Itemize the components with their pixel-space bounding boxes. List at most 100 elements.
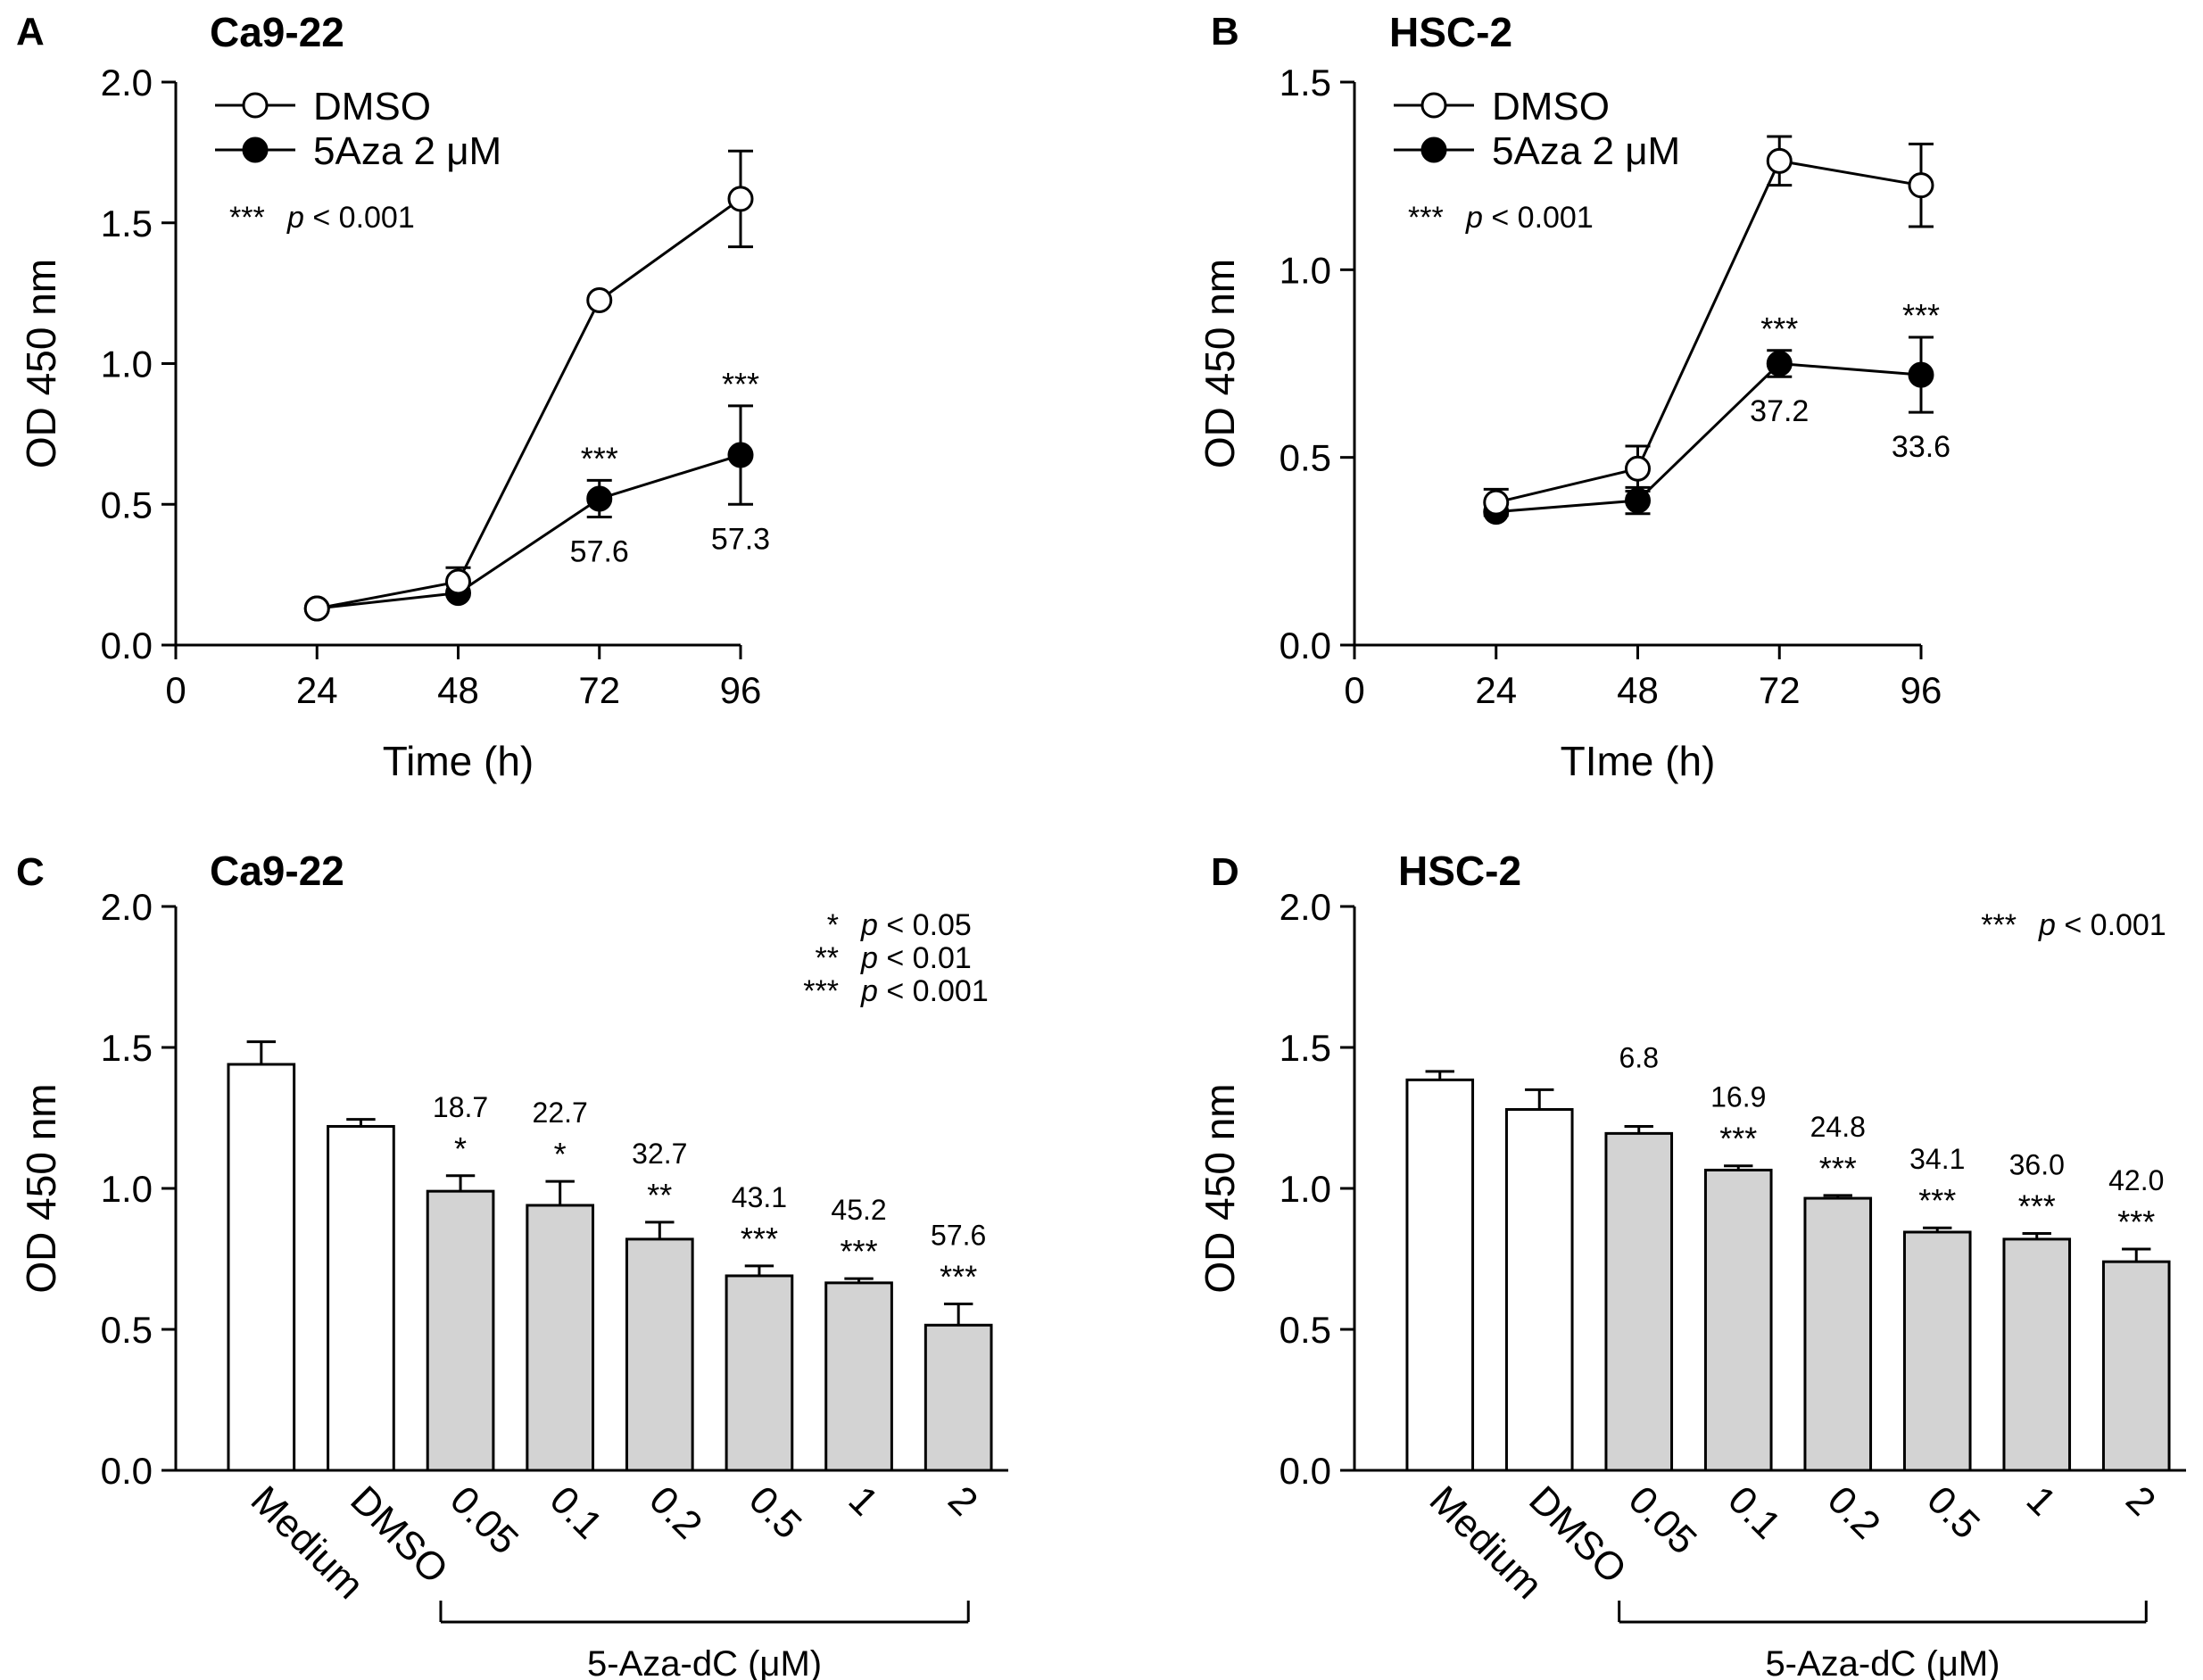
- significance-stars: ***: [940, 1259, 977, 1295]
- data-label: 57.3: [711, 522, 770, 556]
- y-tick-label: 0.5: [1280, 1309, 1331, 1351]
- category-label: 0.2: [641, 1477, 710, 1547]
- sig-note-stars: ***: [229, 201, 265, 235]
- data-point: [1908, 172, 1934, 199]
- significance-stars: ***: [741, 1221, 778, 1257]
- bar: [1504, 1108, 1574, 1472]
- significance-stars: ***: [1719, 1121, 1757, 1157]
- sig-legend-text: p < 0.01: [860, 941, 972, 975]
- group-label: 5-Aza-dC (μM): [1765, 1644, 2000, 1680]
- significance-stars: *: [454, 1130, 467, 1167]
- y-tick-label: 1.0: [1280, 1168, 1331, 1210]
- x-axis-label: TIme (h): [1561, 738, 1716, 784]
- data-label: 42.0: [2108, 1164, 2164, 1196]
- data-label: 18.7: [433, 1091, 488, 1123]
- bar: [2002, 1237, 2072, 1472]
- category-label: 2: [940, 1477, 986, 1524]
- significance-stars: ***: [2117, 1204, 2155, 1240]
- data-point: [1908, 361, 1934, 388]
- panel-letter: A: [16, 10, 45, 54]
- y-tick-label: 2.0: [101, 886, 153, 928]
- bar: [1902, 1230, 1972, 1472]
- legend-marker: [1420, 92, 1447, 119]
- x-tick-label: 96: [1901, 669, 1942, 711]
- data-label: 43.1: [732, 1181, 787, 1213]
- bar: [824, 1281, 893, 1472]
- panel-letter: B: [1211, 10, 1239, 54]
- sig-legend-text: p < 0.001: [860, 974, 989, 1008]
- panel-title: HSC-2: [1389, 9, 1512, 55]
- y-tick-label: 1.0: [101, 343, 153, 385]
- x-tick-label: 72: [1759, 669, 1801, 711]
- data-point: [586, 287, 613, 314]
- sig-legend-stars: ***: [1981, 908, 2017, 942]
- significance-stars: **: [647, 1177, 672, 1213]
- significance-stars: ***: [581, 440, 618, 476]
- y-tick-label: 0.5: [101, 1309, 153, 1351]
- legend-label: 5Aza 2 μM: [313, 129, 501, 173]
- y-axis-label: OD 450 nm: [18, 1083, 64, 1293]
- bar: [1405, 1078, 1475, 1472]
- sig-legend-text: p < 0.001: [2038, 908, 2166, 942]
- y-tick-label: 1.5: [1280, 1027, 1331, 1069]
- category-label: 0.5: [1918, 1477, 1988, 1547]
- significance-stars: ***: [1902, 297, 1940, 334]
- y-axis-label: OD 450 nm: [1197, 259, 1243, 468]
- bar: [327, 1124, 395, 1472]
- legend-marker: [1420, 137, 1447, 163]
- y-tick-label: 1.5: [101, 203, 153, 244]
- legend-marker: [242, 92, 269, 119]
- data-point: [445, 568, 471, 595]
- y-tick-label: 1.0: [1280, 249, 1331, 291]
- sig-note-stars: ***: [1408, 201, 1444, 235]
- series-line: [1495, 159, 1922, 504]
- data-label: 6.8: [1619, 1041, 1659, 1073]
- x-tick-label: 0: [165, 669, 186, 711]
- sig-note-text: p < 0.001: [1465, 201, 1594, 235]
- y-tick-label: 1.5: [1280, 62, 1331, 103]
- data-point: [1766, 351, 1793, 377]
- y-tick-label: 1.0: [101, 1168, 153, 1210]
- data-point: [1766, 147, 1793, 174]
- y-tick-label: 2.0: [101, 62, 153, 103]
- sig-legend-stars: *: [827, 908, 839, 942]
- bar: [526, 1204, 595, 1472]
- category-label: 2: [2117, 1477, 2164, 1524]
- y-tick-label: 0.5: [101, 484, 153, 526]
- group-label: 5-Aza-dC (μM): [587, 1644, 822, 1680]
- data-point: [586, 485, 613, 512]
- data-label: 45.2: [831, 1194, 886, 1226]
- data-label: 24.8: [1810, 1111, 1866, 1143]
- sig-legend-stars: ***: [803, 974, 839, 1008]
- data-point: [727, 442, 754, 468]
- data-label: 33.6: [1892, 430, 1950, 464]
- bar: [1803, 1196, 1873, 1472]
- legend-label: 5Aza 2 μM: [1492, 129, 1680, 173]
- bar: [1703, 1168, 1773, 1472]
- x-tick-label: 96: [720, 669, 762, 711]
- panel-c: C Ca9-220.00.51.01.52.0OD 450 nmMediumDMS…: [16, 848, 1008, 1680]
- bar: [725, 1274, 794, 1472]
- panel-d: D HSC-20.00.51.01.52.0OD 450 nmMediumDMSO…: [1197, 848, 2186, 1680]
- legend-marker: [242, 137, 269, 163]
- panel-letter: C: [16, 850, 45, 894]
- x-tick-label: 72: [578, 669, 620, 711]
- sig-legend-stars: **: [816, 941, 839, 975]
- x-tick-label: 48: [1617, 669, 1659, 711]
- legend-label: DMSO: [313, 85, 431, 128]
- category-label: 1: [840, 1477, 886, 1524]
- panel-letter: D: [1211, 850, 1239, 894]
- panel-title: HSC-2: [1398, 848, 1521, 894]
- category-label: 0.2: [1819, 1477, 1889, 1547]
- category-label: 0.5: [741, 1477, 810, 1547]
- panel-title: Ca9-22: [210, 848, 344, 894]
- significance-stars: *: [554, 1136, 567, 1172]
- category-label: 0.05: [442, 1477, 526, 1562]
- y-tick-label: 0.0: [1280, 1450, 1331, 1492]
- significance-stars: ***: [841, 1233, 878, 1270]
- category-label: 0.1: [542, 1477, 611, 1547]
- significance-stars: ***: [2018, 1188, 2056, 1225]
- category-label: 0.05: [1620, 1477, 1705, 1562]
- category-label: 1: [2018, 1477, 2065, 1524]
